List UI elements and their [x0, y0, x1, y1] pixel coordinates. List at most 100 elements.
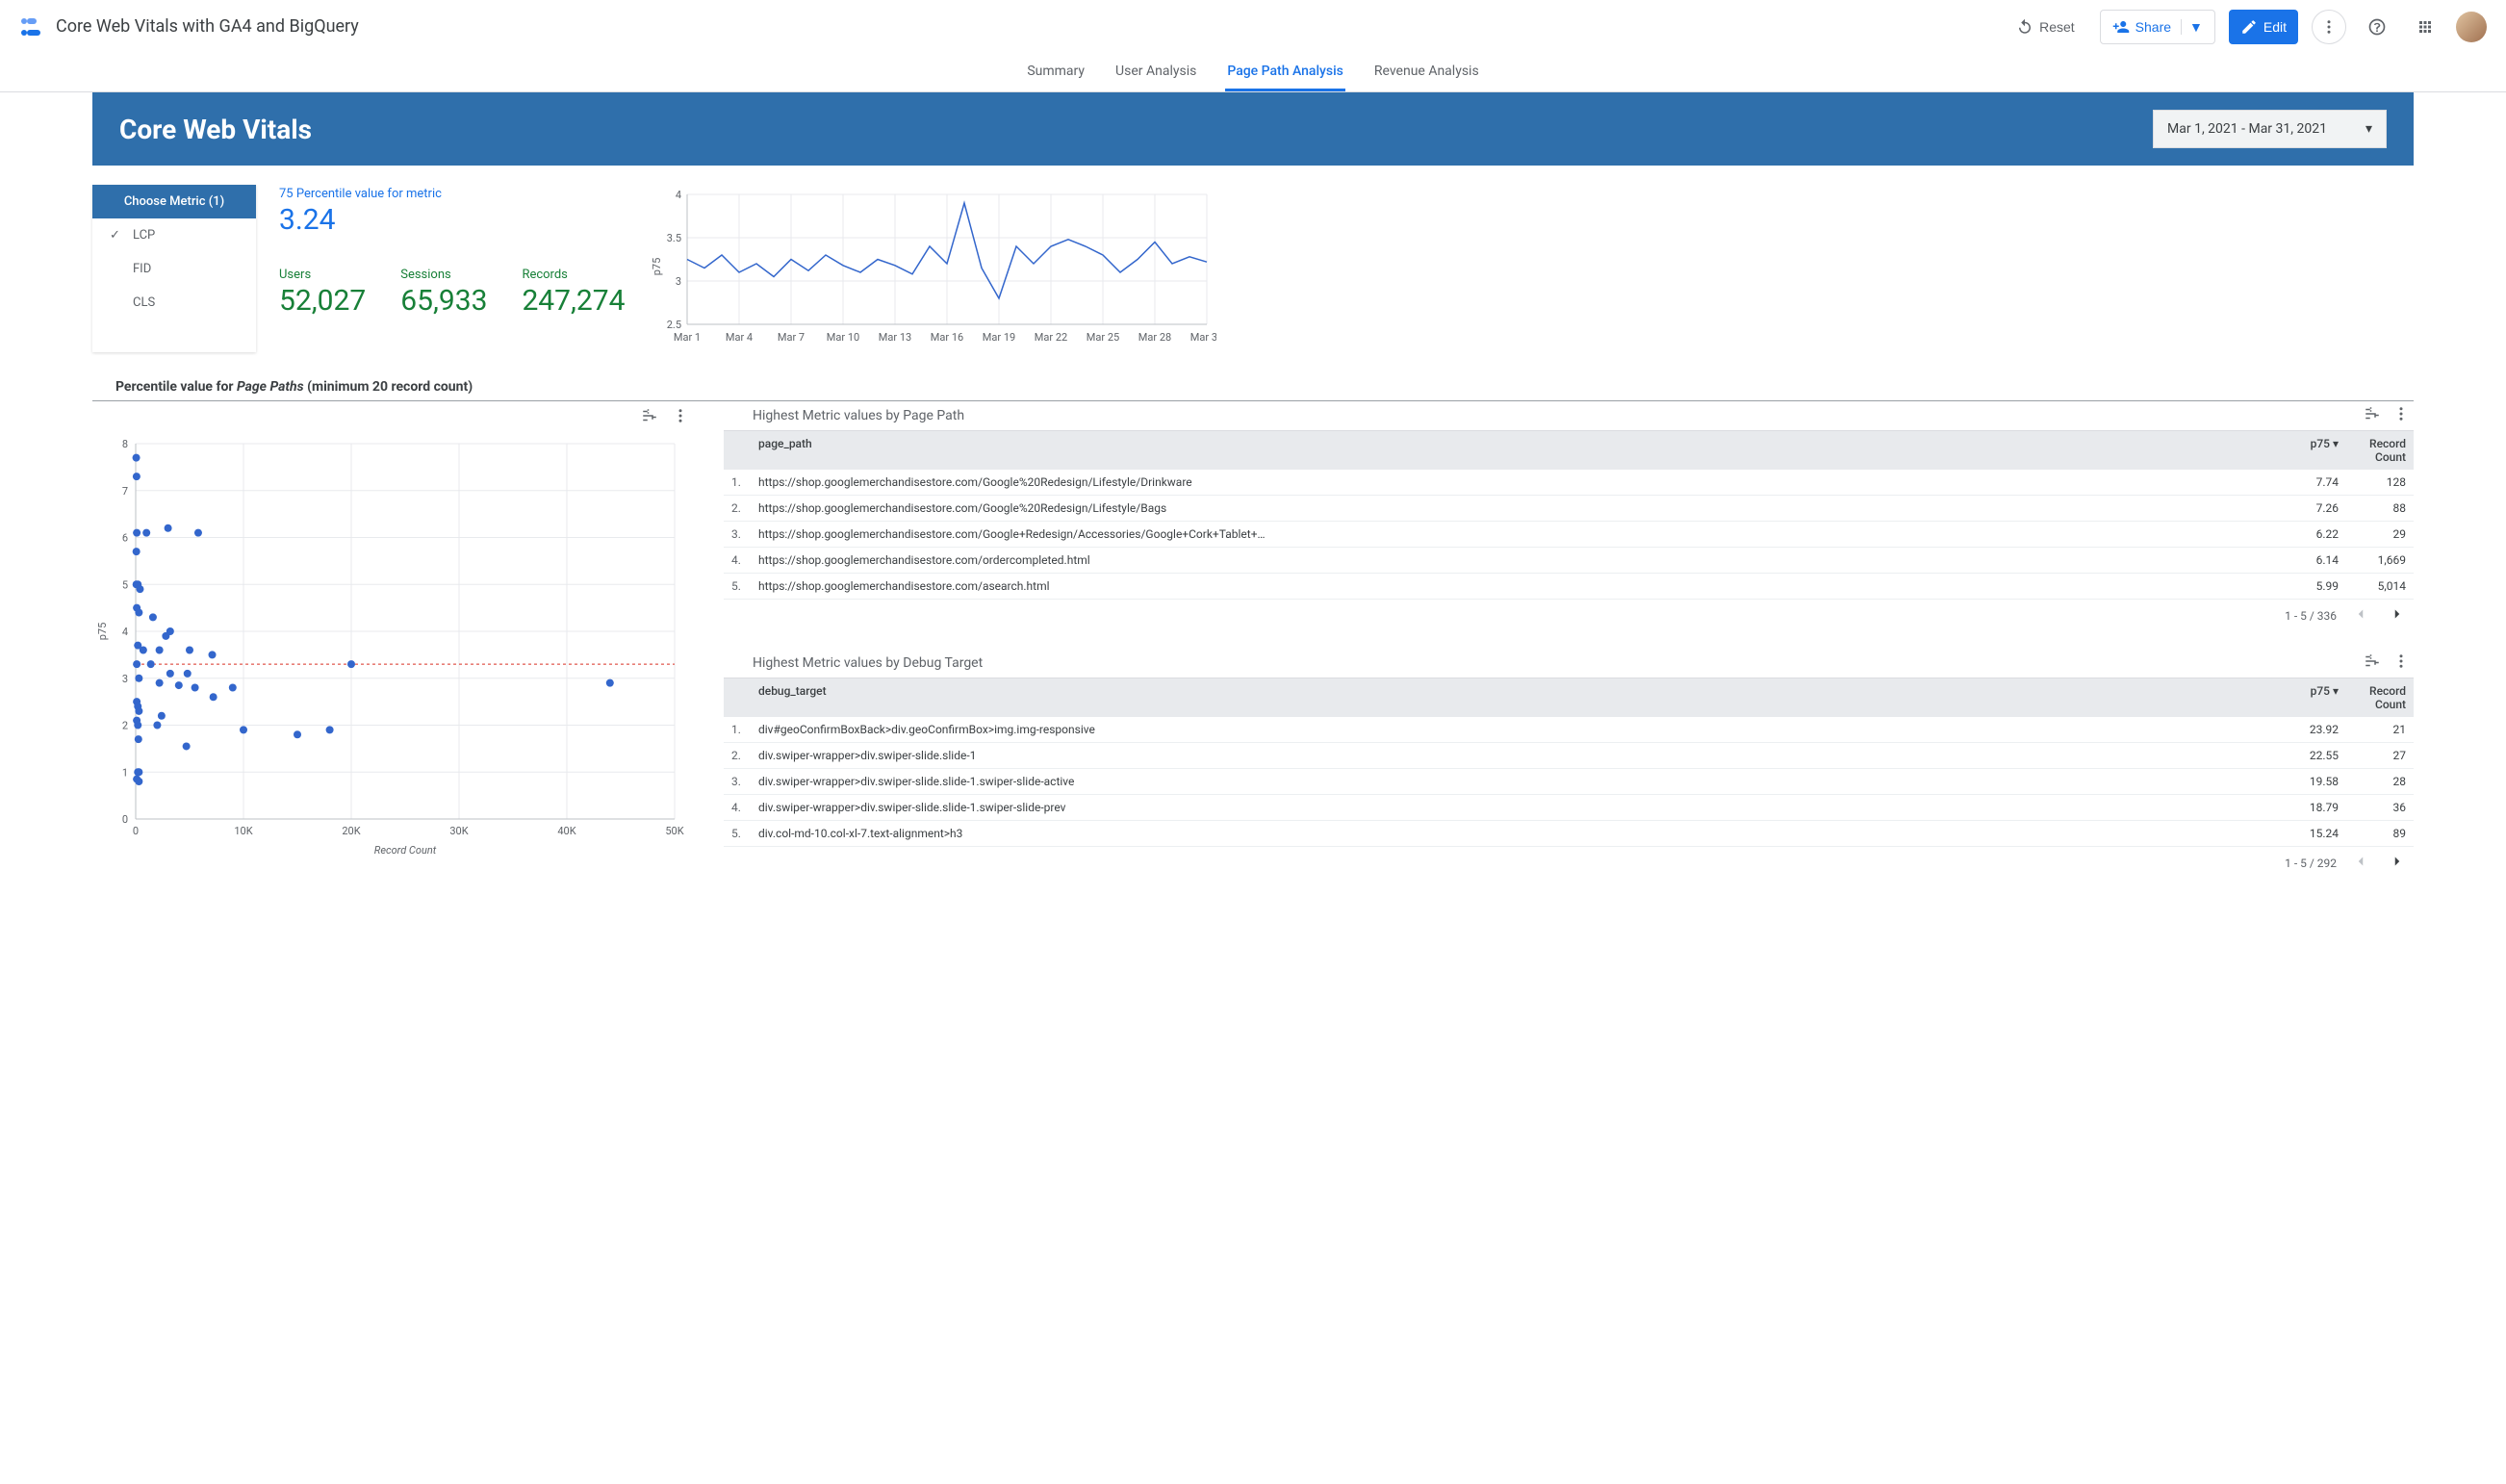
svg-text:Record Count: Record Count [374, 844, 437, 857]
metric-option-lcp[interactable]: ✓ LCP [92, 218, 256, 252]
pager-next-icon[interactable] [2385, 853, 2410, 873]
svg-text:4: 4 [122, 626, 128, 638]
pager-text: 1 - 5 / 336 [2285, 609, 2337, 623]
row-index: 5. [731, 827, 758, 840]
svg-text:Mar 7: Mar 7 [777, 331, 804, 344]
svg-text:7: 7 [122, 485, 128, 498]
top-bar: Core Web Vitals with GA4 and BigQuery Re… [0, 0, 2506, 54]
table-row[interactable]: 2. https://shop.googlemerchandisestore.c… [724, 496, 2414, 522]
top-bar-right: Reset Share ▼ Edit [2005, 10, 2487, 44]
svg-text:p75: p75 [651, 258, 663, 276]
svg-text:Mar 28: Mar 28 [1138, 331, 1170, 344]
tab-summary[interactable]: Summary [1025, 54, 1087, 91]
section-title: Percentile value for Page Paths (minimum… [115, 379, 2414, 395]
row-p75: 6.22 [2271, 527, 2339, 541]
table-row[interactable]: 4. div.swiper-wrapper>div.swiper-slide.s… [724, 795, 2414, 821]
svg-text:Mar 4: Mar 4 [725, 331, 752, 344]
banner: Core Web Vitals Mar 1, 2021 - Mar 31, 20… [92, 92, 2414, 166]
th-page-path[interactable]: page_path [758, 437, 2271, 464]
edit-button[interactable]: Edit [2229, 10, 2298, 44]
tune-icon[interactable] [2356, 405, 2389, 426]
row-index: 3. [731, 775, 758, 788]
share-button[interactable]: Share ▼ [2100, 10, 2215, 44]
row-count: 36 [2339, 801, 2406, 814]
table-row[interactable]: 3. https://shop.googlemerchandisestore.c… [724, 522, 2414, 548]
row-path: https://shop.googlemerchandisestore.com/… [758, 501, 2271, 515]
checkmark-icon: ✓ [110, 228, 123, 243]
svg-text:5: 5 [122, 578, 128, 591]
share-caret-icon[interactable]: ▼ [2181, 19, 2203, 35]
top-bar-left: Core Web Vitals with GA4 and BigQuery [19, 15, 359, 38]
svg-text:1: 1 [122, 766, 128, 779]
tables-column: Highest Metric values by Page Path page_… [724, 401, 2414, 879]
more-vert-icon[interactable] [2389, 405, 2414, 426]
kpi-users-label: Users [279, 268, 366, 282]
help-button[interactable] [2360, 10, 2394, 44]
th-p75[interactable]: p75 ▾ [2271, 437, 2339, 464]
user-avatar[interactable] [2456, 12, 2487, 42]
th-debug-target[interactable]: debug_target [758, 684, 2271, 711]
tab-user-analysis[interactable]: User Analysis [1113, 54, 1198, 91]
table-row[interactable]: 2. div.swiper-wrapper>div.swiper-slide.s… [724, 743, 2414, 769]
table-row[interactable]: 1. div#geoConfirmBoxBack>div.geoConfirmB… [724, 717, 2414, 743]
p75-line-chart: 2.533.54Mar 1Mar 4Mar 7Mar 10Mar 13Mar 1… [649, 185, 1216, 348]
table-row[interactable]: 4. https://shop.googlemerchandisestore.c… [724, 548, 2414, 574]
kpi-p75: 75 Percentile value for metric 3.24 [279, 185, 626, 237]
row-path: https://shop.googlemerchandisestore.com/… [758, 475, 2271, 489]
row-count: 88 [2339, 501, 2406, 515]
row-count: 21 [2339, 723, 2406, 736]
kpi-p75-value: 3.24 [279, 203, 626, 237]
metric-option-label: LCP [133, 228, 155, 243]
apps-button[interactable] [2408, 10, 2442, 44]
table-row[interactable]: 1. https://shop.googlemerchandisestore.c… [724, 470, 2414, 496]
tune-icon[interactable] [641, 407, 658, 428]
pager-prev-icon[interactable] [2348, 853, 2373, 873]
svg-text:Mar 10: Mar 10 [826, 331, 858, 344]
line-chart-container: 2.533.54Mar 1Mar 4Mar 7Mar 10Mar 13Mar 1… [649, 185, 1216, 352]
reset-button[interactable]: Reset [2005, 10, 2086, 44]
datastudio-logo-icon [19, 15, 42, 38]
metric-option-fid[interactable]: FID [92, 252, 256, 286]
row-p75: 18.79 [2271, 801, 2339, 814]
pager-prev-icon[interactable] [2348, 605, 2373, 626]
kpi-sessions-value: 65,933 [400, 284, 487, 318]
report-canvas: Core Web Vitals Mar 1, 2021 - Mar 31, 20… [0, 92, 2506, 902]
lower-area: 012345678010K20K30K40K50Kp75Record Count… [92, 401, 2414, 879]
svg-text:p75: p75 [96, 623, 109, 641]
table-debug-title: Highest Metric values by Debug Target [724, 655, 2356, 671]
row-count: 29 [2339, 527, 2406, 541]
tune-icon[interactable] [2356, 652, 2389, 674]
apps-icon [2416, 18, 2434, 36]
th-record-count[interactable]: Record Count [2339, 437, 2406, 464]
row-p75: 19.58 [2271, 775, 2339, 788]
row-p75: 7.26 [2271, 501, 2339, 515]
metric-option-cls[interactable]: CLS [92, 286, 256, 320]
row-path: https://shop.googlemerchandisestore.com/… [758, 579, 2271, 593]
pager-text: 1 - 5 / 292 [2285, 857, 2337, 870]
table-row[interactable]: 5. https://shop.googlemerchandisestore.c… [724, 574, 2414, 600]
svg-text:4: 4 [675, 189, 680, 201]
row-index: 1. [731, 723, 758, 736]
pager-next-icon[interactable] [2385, 605, 2410, 626]
tab-page-path-analysis[interactable]: Page Path Analysis [1225, 54, 1345, 91]
table-row[interactable]: 3. div.swiper-wrapper>div.swiper-slide.s… [724, 769, 2414, 795]
tab-revenue-analysis[interactable]: Revenue Analysis [1372, 54, 1481, 91]
more-options-button[interactable] [2312, 10, 2346, 44]
svg-text:Mar 1: Mar 1 [673, 331, 700, 344]
metric-option-label: FID [133, 262, 151, 276]
row-index: 5. [731, 579, 758, 593]
row-index: 2. [731, 749, 758, 762]
table-row[interactable]: 5. div.col-md-10.col-xl-7.text-alignment… [724, 821, 2414, 847]
more-vert-icon[interactable] [672, 407, 689, 428]
th-record-count[interactable]: Record Count [2339, 684, 2406, 711]
row-path: div#geoConfirmBoxBack>div.geoConfirmBox>… [758, 723, 2271, 736]
th-p75[interactable]: p75 ▾ [2271, 684, 2339, 711]
metric-selector: Choose Metric (1) ✓LCPFIDCLS [92, 185, 256, 352]
row-index: 3. [731, 527, 758, 541]
more-vert-icon[interactable] [2389, 652, 2414, 674]
date-range-picker[interactable]: Mar 1, 2021 - Mar 31, 2021 ▾ [2153, 110, 2387, 148]
row-p75: 6.14 [2271, 553, 2339, 567]
kpi-sessions-label: Sessions [400, 268, 487, 282]
kpi-green-row: Users 52,027 Sessions 65,933 Records 247… [279, 266, 626, 318]
row-path: https://shop.googlemerchandisestore.com/… [758, 553, 2271, 567]
